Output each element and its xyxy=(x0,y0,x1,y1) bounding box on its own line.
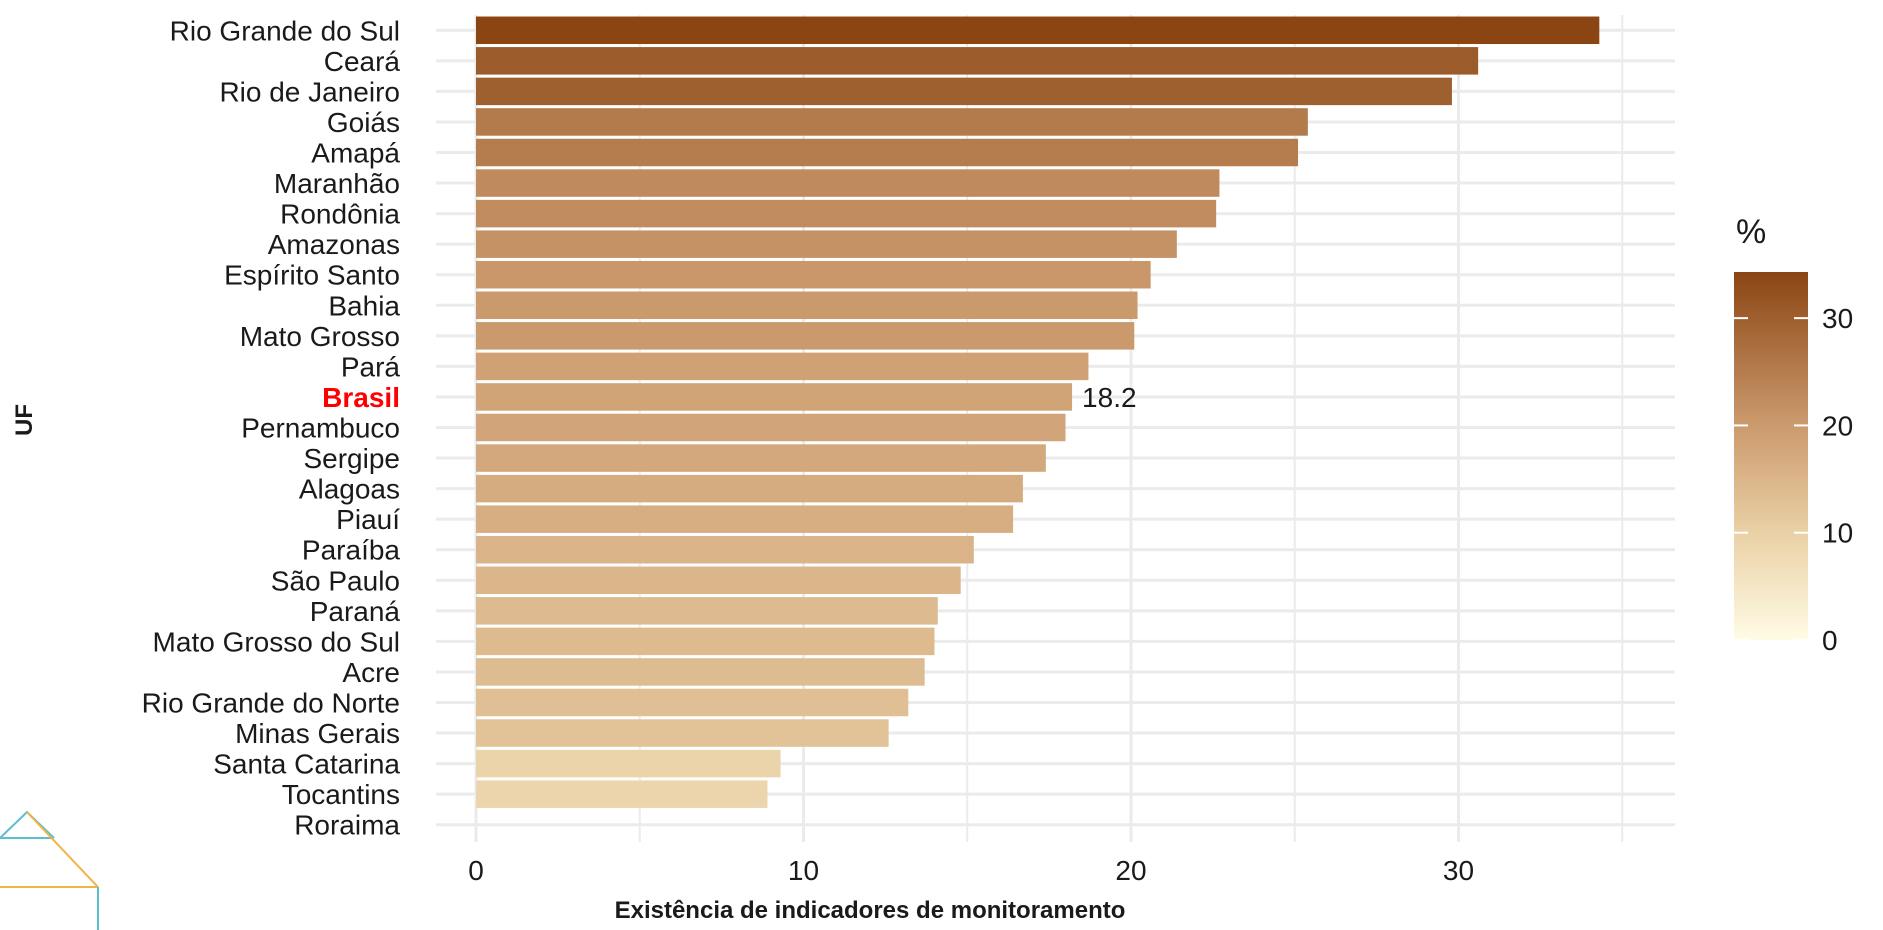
bar xyxy=(476,780,767,808)
bar xyxy=(476,200,1216,228)
x-tick-label: 20 xyxy=(1115,855,1146,886)
bar xyxy=(476,108,1308,136)
x-tick-labels: 0 10 20 30 xyxy=(468,855,1474,886)
logo-teal-stroke xyxy=(0,812,54,838)
category-label: Bahia xyxy=(328,290,400,321)
data-label: 18.2 xyxy=(1082,382,1137,413)
bar xyxy=(476,628,935,656)
category-label: Roraima xyxy=(294,810,400,841)
bar xyxy=(476,230,1177,258)
category-label: Paraíba xyxy=(302,535,400,566)
bar xyxy=(476,750,781,778)
legend-colorbar xyxy=(1734,272,1808,640)
bar xyxy=(476,78,1452,106)
category-label: Goiás xyxy=(327,107,400,138)
legend-tick-label: 30 xyxy=(1822,303,1853,334)
category-label: Rio Grande do Norte xyxy=(142,688,400,719)
logo-orange-stroke xyxy=(27,812,98,887)
category-label: Espírito Santo xyxy=(224,260,400,291)
category-label: Sergipe xyxy=(303,443,400,474)
category-label: Santa Catarina xyxy=(213,749,400,780)
bar xyxy=(476,322,1134,350)
legend-tick-label: 0 xyxy=(1822,625,1838,656)
x-axis-title: Existência de indicadores de monitoramen… xyxy=(615,897,1126,924)
bar xyxy=(476,505,1013,532)
bar xyxy=(476,353,1088,381)
category-label: Ceará xyxy=(324,46,401,77)
bar xyxy=(476,139,1298,167)
bar xyxy=(476,444,1046,472)
category-label: Mato Grosso do Sul xyxy=(153,626,400,657)
category-label: Minas Gerais xyxy=(235,718,400,749)
category-label: Amazonas xyxy=(268,229,400,260)
bar xyxy=(476,536,974,564)
category-label: Maranhão xyxy=(274,168,400,199)
bar xyxy=(476,475,1023,503)
category-label: Rondônia xyxy=(280,199,400,230)
x-tick-label: 30 xyxy=(1443,855,1474,886)
bar xyxy=(476,47,1478,74)
bar xyxy=(476,17,1599,45)
category-label: Pernambuco xyxy=(241,413,400,444)
x-tick-label: 10 xyxy=(788,855,819,886)
category-label: Amapá xyxy=(311,138,400,169)
legend-title: % xyxy=(1736,213,1766,251)
category-label: Rio de Janeiro xyxy=(219,76,400,107)
bar xyxy=(476,383,1072,411)
bar xyxy=(476,414,1066,442)
legend-tick-label: 20 xyxy=(1822,410,1853,441)
category-label: Tocantins xyxy=(282,779,400,810)
category-label: Mato Grosso xyxy=(240,321,400,352)
bar xyxy=(476,261,1151,289)
bars xyxy=(476,17,1599,808)
category-label: Acre xyxy=(342,657,400,688)
category-label: Alagoas xyxy=(299,474,400,505)
bar xyxy=(476,597,938,625)
category-label: Paraná xyxy=(310,596,401,627)
bar xyxy=(476,689,908,717)
bar xyxy=(476,719,889,747)
bar xyxy=(476,567,961,595)
logo-icon xyxy=(0,812,98,930)
category-label: Piauí xyxy=(336,504,400,535)
category-label: Pará xyxy=(341,351,401,382)
category-label: São Paulo xyxy=(271,565,400,596)
bar xyxy=(476,658,925,686)
bar xyxy=(476,169,1219,197)
x-tick-label: 0 xyxy=(468,855,484,886)
category-label-highlight: Brasil xyxy=(322,382,400,413)
bar xyxy=(476,292,1138,320)
data-labels: 18.2 xyxy=(1082,382,1137,413)
legend: % 0 10 20 30 xyxy=(1734,213,1853,656)
category-label: Rio Grande do Sul xyxy=(170,15,400,46)
legend-tick-label: 10 xyxy=(1822,518,1853,549)
y-axis-title: UF xyxy=(11,404,38,436)
